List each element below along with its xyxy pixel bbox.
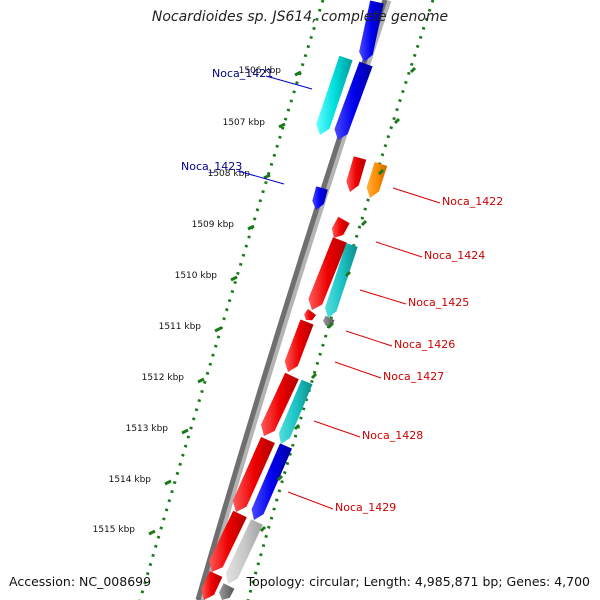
outer-tick-mark: [393, 117, 401, 125]
gene-leader-line: [334, 361, 382, 379]
inner-dotted-track: [138, 0, 325, 600]
tick-label: 1511 kbp: [159, 322, 202, 332]
reverse-cds-1422a: [346, 156, 367, 192]
gene-feature-1429: [225, 519, 263, 584]
tick-mark: [197, 377, 205, 384]
gene-label-noca-1423[interactable]: Noca_1423: [181, 160, 242, 173]
tick-label: 1506 kbp: [239, 66, 282, 76]
tick-label: 1512 kbp: [142, 373, 185, 383]
gene-leader-line: [313, 420, 361, 438]
rna-feature-1428: [278, 379, 313, 444]
gene-leader-line: [287, 491, 334, 510]
gene-leader-line: [392, 187, 441, 204]
reverse-cds-bottom: [201, 571, 223, 600]
tick-mark: [294, 70, 302, 77]
tick-mark: [278, 122, 286, 129]
tick-mark: [247, 224, 255, 231]
tick-label: 1510 kbp: [175, 271, 218, 281]
outer-tick-mark: [293, 423, 301, 431]
tick-label: 1513 kbp: [126, 424, 169, 434]
accession-label: Accession: NC_008699: [9, 574, 152, 589]
tick-label: 1514 kbp: [109, 475, 152, 485]
tick-mark: [214, 326, 222, 333]
gene-label-noca-1427[interactable]: Noca_1427: [383, 370, 444, 383]
outer-tick-mark: [360, 219, 368, 227]
other-feature-1422: [366, 162, 388, 198]
tick-mark: [181, 428, 189, 435]
gene-leader-line: [237, 170, 285, 185]
tick-mark: [164, 479, 172, 486]
reverse-cds-1428: [232, 437, 275, 512]
gene-leader-line: [375, 241, 423, 258]
gene-label-noca-1422[interactable]: Noca_1422: [442, 195, 503, 208]
outer-tick-mark: [409, 66, 417, 74]
gene-label-noca-1425[interactable]: Noca_1425: [408, 296, 469, 309]
reverse-cds-1425: [308, 237, 347, 310]
gene-label-noca-1424[interactable]: Noca_1424: [424, 249, 485, 262]
pseudo-feature-bottom: [219, 583, 235, 600]
reverse-cds-1429: [209, 510, 247, 572]
gene-leader-line: [345, 330, 393, 347]
forward-cds-1423: [312, 186, 328, 210]
reverse-cds-1427: [261, 372, 299, 436]
outer-tick-mark: [259, 525, 267, 533]
tick-mark: [263, 173, 271, 180]
forward-cds-top: [359, 0, 384, 62]
map-title: Nocardioides sp. JS614, complete genome: [151, 9, 449, 25]
gene-leader-line: [265, 75, 313, 90]
outer-dotted-track: [246, 0, 435, 600]
rna-feature-1421: [316, 55, 353, 135]
tick-mark: [230, 275, 238, 282]
gene-label-noca-1429[interactable]: Noca_1429: [335, 501, 396, 514]
outer-tick-mark: [377, 168, 385, 176]
forward-cds-1429: [251, 443, 292, 520]
reverse-cds-1424: [331, 216, 350, 238]
gene-label-noca-1428[interactable]: Noca_1428: [362, 429, 423, 442]
tick-label: 1509 kbp: [192, 220, 235, 230]
outer-tick-mark: [276, 474, 284, 482]
rna-feature-1425: [325, 243, 358, 318]
forward-cds-1421b: [334, 61, 373, 140]
gene-label-noca-1426[interactable]: Noca_1426: [394, 338, 455, 351]
reverse-cds-1426: [284, 319, 314, 372]
outer-tick-mark: [310, 372, 318, 380]
tick-mark: [148, 529, 156, 536]
tick-label: 1515 kbp: [93, 525, 136, 535]
outer-tick-mark: [327, 321, 335, 329]
gene-leader-line: [359, 289, 407, 305]
outer-tick-mark: [344, 270, 352, 278]
topology-label: Topology: circular; Length: 4,985,871 bp…: [246, 574, 590, 589]
reverse-cds-small: [304, 309, 316, 321]
tick-label: 1508 kbp: [208, 169, 251, 179]
tick-label: 1507 kbp: [223, 118, 266, 128]
gene-label-noca-1421[interactable]: Noca_1421: [212, 67, 273, 80]
